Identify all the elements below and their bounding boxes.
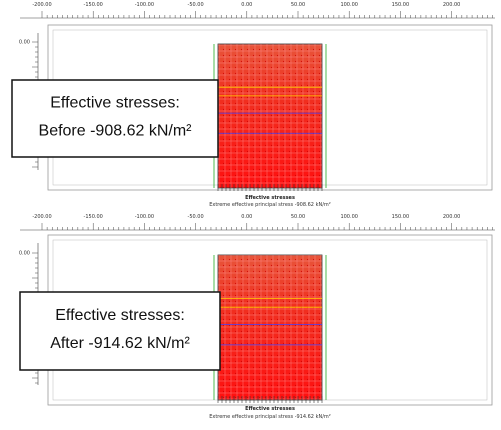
ruler-label: 200.00 xyxy=(443,214,461,220)
mesh-pattern xyxy=(218,255,322,400)
subtitle: Extreme effective principal stress -908.… xyxy=(209,202,331,208)
ruler-label: -50.00 xyxy=(188,214,204,220)
subtitle: Extreme effective principal stress -914.… xyxy=(209,414,331,420)
ruler-label: -150.00 xyxy=(84,214,103,220)
callout-line1: Effective stresses: xyxy=(50,95,180,112)
mesh-pattern xyxy=(218,44,322,188)
ruler-label: -50.00 xyxy=(188,2,204,8)
ruler-label: -100.00 xyxy=(135,2,154,8)
ruler-label: 200.00 xyxy=(443,2,461,8)
caption: Effective stresses xyxy=(245,195,295,201)
ruler-label: 100.00 xyxy=(340,2,358,8)
caption: Effective stresses xyxy=(245,406,295,412)
callout-line1: Effective stresses: xyxy=(55,307,185,324)
y-label: 0.00 xyxy=(19,251,30,257)
ruler-label: 150.00 xyxy=(392,2,410,8)
callout-line2: After -914.62 kN/m² xyxy=(50,335,190,352)
output-panel: -200.00 -150.00 -100.00 -50.00 0.00 50.00 100.… xyxy=(11,2,495,208)
ruler-label: 50.00 xyxy=(291,214,305,220)
y-label: 0.00 xyxy=(19,40,30,46)
ruler-label: 100.00 xyxy=(340,214,358,220)
ruler-label: -200.00 xyxy=(32,214,51,220)
ruler-label: -100.00 xyxy=(135,214,154,220)
callout-box xyxy=(11,79,219,158)
output-panel: -200.00 -150.00 -100.00 -50.00 0.00 50.00 100.… xyxy=(19,214,495,420)
ruler-label: 150.00 xyxy=(392,214,410,220)
ruler-label: 0.00 xyxy=(241,2,252,8)
ruler-label: 0.00 xyxy=(241,214,252,220)
ruler-label: -200.00 xyxy=(32,2,51,8)
ruler-label: -150.00 xyxy=(84,2,103,8)
ruler-label: 50.00 xyxy=(291,2,305,8)
callout-line2: Before -908.62 kN/m² xyxy=(39,122,193,139)
callout-box xyxy=(19,291,221,371)
